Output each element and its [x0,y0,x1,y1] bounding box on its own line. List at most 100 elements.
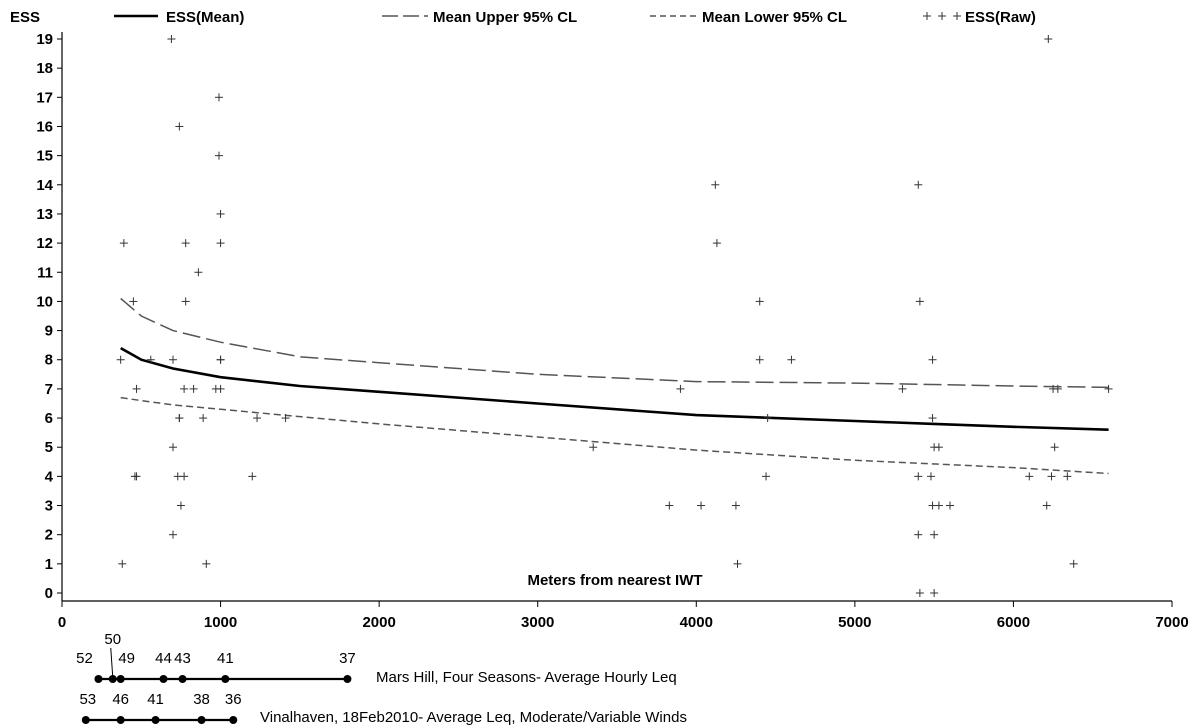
raw-point [946,501,954,510]
x-axis-label: Meters from nearest IWT [527,572,702,589]
series-line-2 [120,396,1109,475]
raw-point [116,355,125,364]
raw-point [216,239,225,248]
scale-point [81,716,90,724]
raw-point [175,414,184,423]
raw-point [214,151,223,160]
scale-point [221,675,230,683]
raw-point [167,35,176,43]
x-tick-label: 7000 [1155,614,1188,631]
x-tick-label: 4000 [680,614,713,631]
y-tick-label: 6 [45,410,53,427]
legend-raw-mark [953,12,961,20]
legend-upper-cl-label: Mean Upper 95% CL [433,9,577,26]
raw-point [202,559,211,568]
scale-value-label: 41 [147,691,164,708]
scale-value-label: 49 [118,650,135,667]
scale-value-label: 36 [225,691,242,708]
y-tick-label: 12 [36,235,53,252]
raw-point [132,472,141,481]
raw-point [1025,472,1034,481]
raw-point [169,530,177,539]
x-tick-label: 3000 [521,614,554,631]
y-tick-label: 0 [45,585,53,602]
y-tick-label: 19 [36,31,53,48]
x-tick-label: 1000 [204,614,237,631]
raw-point [1050,443,1059,452]
scale-leader-line [110,647,114,678]
raw-point [118,559,127,568]
y-tick-label: 8 [45,352,53,369]
raw-point [755,355,764,364]
raw-point [169,355,177,364]
raw-point [676,384,685,393]
raw-point [281,414,290,423]
raw-point [914,472,923,481]
legend-raw-mark [938,12,946,20]
scale-point [116,716,125,724]
raw-point [711,180,720,189]
scale-value-label: 38 [193,691,210,708]
x-tick-label: 5000 [838,614,871,631]
scale-point [229,716,238,724]
scale-point [343,675,352,683]
raw-point [926,472,935,481]
raw-point [928,414,937,423]
scale-point [94,675,103,683]
raw-point [199,414,208,423]
raw-point [132,384,141,393]
y-tick-label: 14 [36,177,53,194]
raw-point [253,414,262,423]
raw-point [733,559,742,568]
raw-point [214,93,223,102]
scale-point [116,675,125,683]
raw-point [915,589,924,597]
y-tick-label: 4 [45,468,54,485]
raw-point [189,384,198,393]
series-line-1 [120,297,1109,389]
y-tick-label: 9 [45,323,53,340]
scale-value-label: 53 [79,691,96,708]
y-tick-label: 13 [36,206,53,223]
raw-point [180,384,189,393]
raw-point [216,355,225,364]
legend-mean-label: ESS(Mean) [166,9,244,26]
raw-point [194,268,203,277]
raw-point [762,472,771,481]
scale-point [159,675,168,683]
raw-point [1047,472,1056,481]
raw-point [216,209,225,218]
x-axis-ticks: 0 1000 2000 3000 4000 5000 6000 7000 [58,601,1189,631]
x-tick-label: 2000 [362,614,395,631]
y-tick-label: 15 [36,148,53,165]
raw-point [914,180,923,189]
y-tick-label: 3 [45,498,53,515]
y-tick-label: 16 [36,118,53,135]
y-tick-label: 7 [45,381,53,398]
y-tick-label: 17 [36,89,53,106]
scale-value-label: 44 [155,650,172,667]
raw-point [181,239,190,248]
raw-point [1063,472,1072,481]
series-line-0 [120,346,1109,431]
raw-point [930,530,939,539]
y-tick-label: 18 [36,60,53,77]
y-tick-label: 1 [45,556,53,573]
raw-point [180,472,189,481]
raw-point [169,443,177,452]
scale-value-label: 41 [217,650,234,667]
scale-point [178,675,187,683]
y-tick-label: 11 [37,264,53,281]
raw-point [697,501,706,510]
raw-point [928,355,937,364]
raw-point [915,297,924,306]
raw-point [787,355,796,364]
legend-raw-swatch [923,12,961,20]
legend: ESS(Mean) Mean Upper 95% CL Mean Lower 9… [114,9,1036,26]
raw-point [1069,559,1078,568]
scale-point [108,675,117,683]
y-tick-label: 5 [45,439,53,456]
reference-scales: 52 50 49 44 43 41 37 53 46 41 38 36 [76,631,356,724]
raw-point [934,443,943,452]
raw-point [712,239,721,248]
